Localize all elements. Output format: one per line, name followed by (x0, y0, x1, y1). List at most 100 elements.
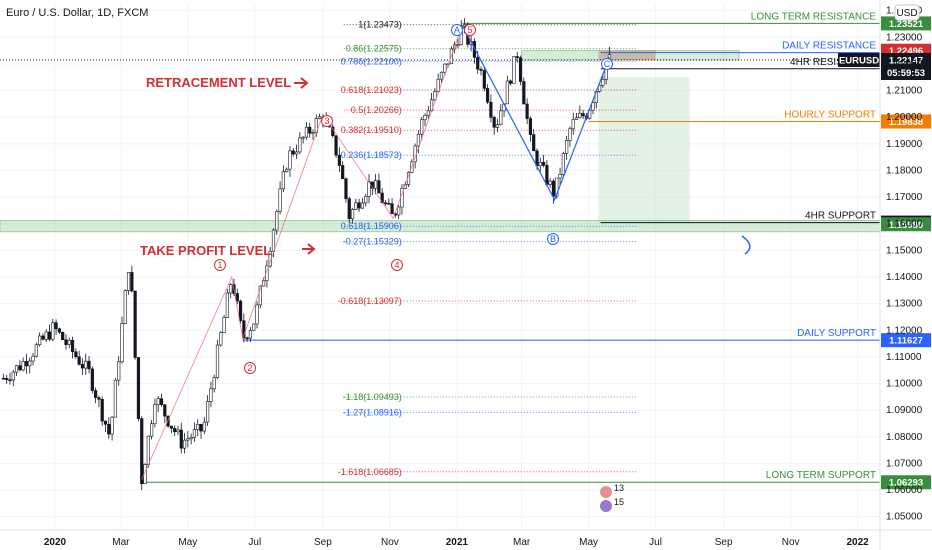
candle-body (278, 188, 282, 212)
candle-body (347, 198, 351, 220)
y-tick-label: 1.08000 (886, 432, 923, 443)
candle-body (107, 423, 111, 435)
currency-badge[interactable]: USD (894, 4, 920, 21)
candle-body (54, 322, 58, 330)
candle-body (591, 102, 595, 111)
candle-body (337, 154, 341, 166)
symbol-tag (838, 53, 880, 68)
currency-label: USD (896, 8, 917, 19)
candle-body (8, 379, 12, 382)
candle-body (113, 379, 117, 418)
candle-body (285, 168, 289, 172)
fib-label: 0.618(1.21023) (341, 85, 402, 95)
daily-resistance-zone (521, 50, 740, 61)
retracement-arrow (294, 77, 309, 89)
candle-body (57, 328, 61, 333)
price-tag (881, 333, 931, 348)
candle-body (84, 360, 88, 369)
x-tick-label: Mar (513, 537, 531, 548)
level-label: 4HR RESISTANCE (790, 57, 876, 68)
y-tick-label: 1.06000 (886, 485, 923, 496)
candle-body (140, 418, 144, 485)
candle-body (90, 368, 94, 391)
candle-body (311, 132, 315, 134)
y-tick-label: 1.19000 (886, 139, 923, 150)
candle-body (291, 150, 295, 155)
candle-body (482, 70, 486, 89)
x-tick-label: Nov (381, 537, 399, 548)
level-label: LONG TERM SUPPORT (766, 470, 876, 481)
candle-body (545, 165, 549, 185)
candle-body (528, 118, 533, 135)
countdown-label: 05:59:53 (887, 68, 925, 79)
candle-body (77, 356, 81, 365)
candle-body (130, 272, 134, 292)
level-label: DAILY SUPPORT (797, 328, 876, 339)
event-count: 13 (614, 483, 624, 493)
candle-body (393, 213, 397, 216)
fib-label: 0.786(1.22100) (341, 56, 402, 66)
wave-marker (464, 24, 476, 36)
fib-label: -1.18(1.09493) (343, 392, 402, 402)
candle-body (439, 71, 444, 80)
price-tag (881, 114, 931, 129)
candle-body (555, 177, 559, 197)
candle-body (206, 401, 210, 423)
candle-body (512, 56, 516, 84)
candle-body (350, 209, 355, 220)
candle-body (133, 290, 137, 358)
candle-body (117, 361, 121, 381)
candle-body (163, 404, 167, 417)
candle-body (354, 202, 358, 210)
fib-label: 1(1.23473) (358, 20, 402, 30)
candle-body (103, 420, 108, 425)
stop-loss-zone (598, 50, 656, 60)
candle-body (443, 63, 447, 73)
candle-body (153, 404, 157, 425)
candle-body (189, 437, 193, 440)
candle-body (225, 292, 229, 318)
candle-body (387, 202, 391, 205)
candle-body (219, 332, 223, 346)
candle-body (186, 438, 190, 441)
candle-body (525, 103, 529, 119)
levels: LONG TERM RESISTANCE 1.23521 DAILY RESISTA… (0, 11, 931, 490)
price-tag (881, 475, 931, 490)
wave-marker (451, 24, 463, 36)
take-profit-label: TAKE PROFIT LEVEL (140, 243, 271, 258)
candle-body (568, 128, 572, 141)
candle-body (87, 360, 91, 370)
candle-body (64, 339, 68, 345)
candle-body (192, 429, 197, 438)
candle-body (146, 435, 150, 465)
fib-label: -0.618(1.13097) (338, 296, 402, 306)
candle-body (390, 203, 394, 214)
current-price-label: 1.22147 (889, 56, 923, 67)
price-tag-label: 1.15980 (889, 220, 923, 231)
x-tick-label: Jul (248, 537, 261, 548)
candle-body (551, 180, 556, 197)
candle-body (288, 150, 292, 170)
candle-body (120, 323, 124, 363)
candle-body (334, 135, 338, 156)
candle-body (215, 344, 220, 378)
candle-body (100, 399, 104, 422)
fib-label: -1.27(1.08916) (343, 407, 402, 417)
candle-body (222, 317, 226, 333)
candle-body (485, 88, 490, 103)
candle-body (97, 397, 101, 400)
y-tick-label: 1.17000 (886, 192, 923, 203)
price-tag-label: 1.06293 (889, 478, 923, 489)
candle-body (18, 365, 22, 371)
candle-body (601, 79, 605, 86)
candle-body (110, 416, 114, 435)
symbol-tag-label: EURUSD (839, 56, 879, 67)
candle-body (416, 133, 421, 147)
candle-body (377, 180, 381, 194)
wave-label: A (454, 25, 460, 35)
candle-body (126, 272, 131, 291)
fib-label: 0.382(1.19510) (341, 125, 402, 135)
candle-body (14, 365, 19, 373)
